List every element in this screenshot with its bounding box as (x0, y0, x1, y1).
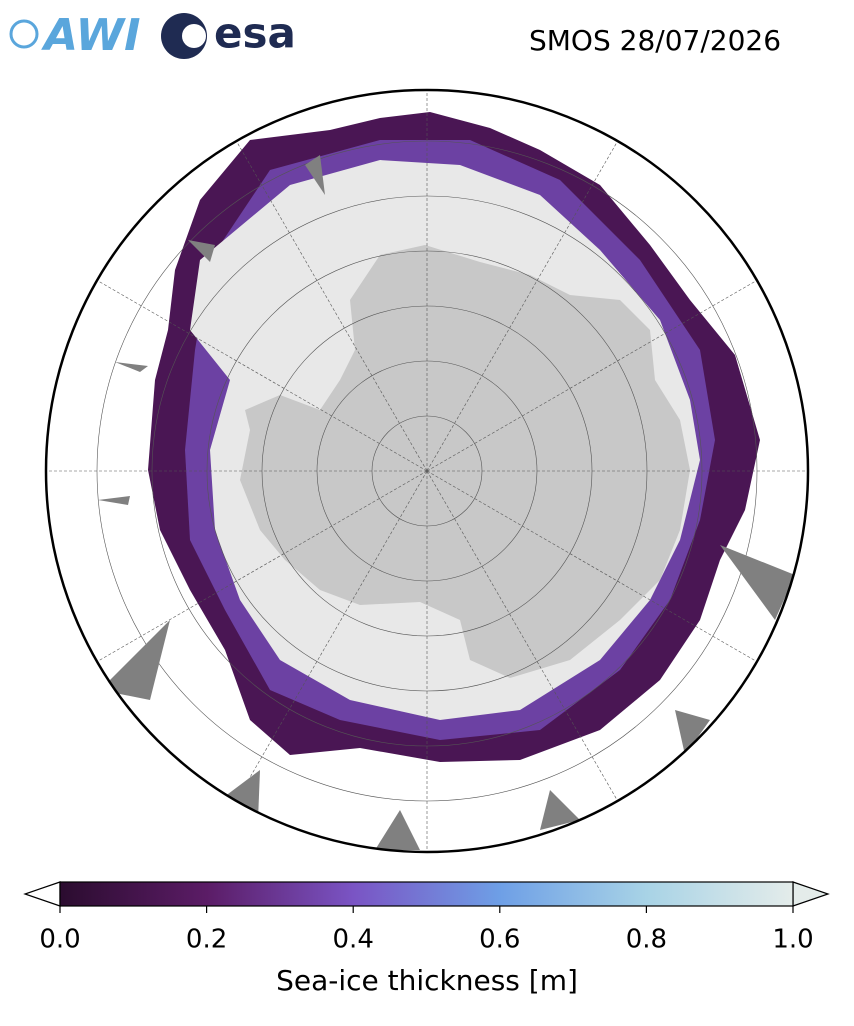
colorbar-label: Sea-ice thickness [m] (276, 964, 578, 997)
colorbar-tick-label: 0.8 (626, 925, 667, 955)
awi-logo: AWI (9, 10, 141, 61)
esa-logo-text: esa (214, 9, 296, 58)
colorbar-tick-label: 0.0 (39, 925, 80, 955)
colorbar (23, 881, 830, 907)
colorbar-tick-label: 0.4 (333, 925, 374, 955)
map-frame (44, 88, 810, 854)
colorbar-tick-label: 0.2 (186, 925, 227, 955)
title: SMOS 28/07/2026 (529, 24, 781, 57)
no-data (98, 155, 795, 850)
colorbar-gradient (59, 881, 794, 907)
awi-logo-text: AWI (41, 10, 141, 61)
colorbar-tick-label: 1.0 (772, 925, 813, 955)
graticule (46, 90, 808, 852)
map (46, 90, 808, 852)
antarctica (240, 245, 690, 678)
esa-logo: esa (161, 9, 296, 59)
colorbar-tick-label: 0.6 (479, 925, 520, 955)
